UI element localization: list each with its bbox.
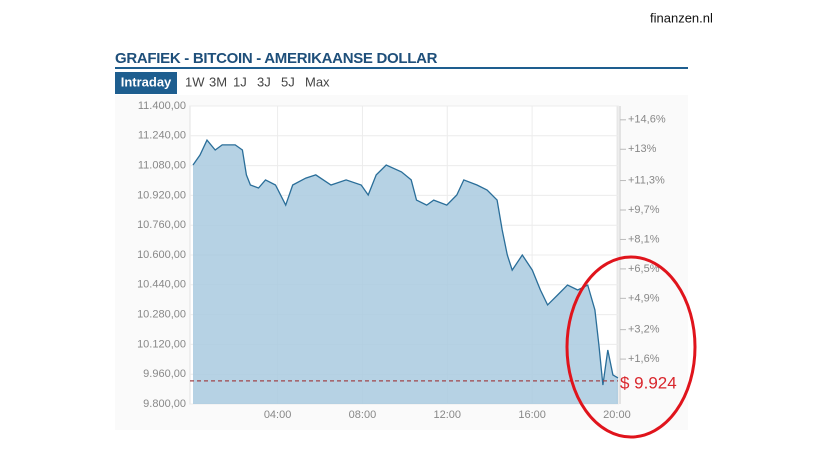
x-tick-label: 04:00: [264, 409, 292, 421]
y-tick-label: 9.960,00: [143, 368, 186, 380]
x-tick-label: 08:00: [349, 409, 377, 421]
y2-tick-label: +8,1%: [628, 233, 660, 245]
area-fill: [193, 140, 618, 404]
series-line: [192, 138, 619, 386]
chart-title: GRAFIEK - BITCOIN - AMERIKAANSE DOLLAR: [115, 50, 438, 67]
y-tick-label: 11.400,00: [138, 100, 186, 112]
tabs: Intraday 1W 3M 1J 3J 5J Max: [115, 72, 330, 94]
x-tick-label: 20:00: [603, 409, 631, 421]
tab[interactable]: Max: [305, 74, 330, 89]
y2-tick-label: +6,5%: [628, 263, 660, 275]
y-tick-label: 10.760,00: [137, 219, 186, 231]
x-tick-label: 12:00: [434, 409, 462, 421]
y2-tick-label: +11,3%: [628, 174, 665, 186]
y-tick-label: 10.120,00: [137, 338, 186, 350]
annotation-circle: [565, 255, 697, 439]
y-tick-label: 10.280,00: [137, 309, 186, 321]
y2-tick-label: +3,2%: [628, 324, 660, 336]
y-tick-label: 10.600,00: [137, 249, 186, 261]
x-tick-label: 16:00: [518, 409, 546, 421]
y-tick-label: 10.920,00: [137, 189, 186, 201]
tab[interactable]: Intraday: [121, 74, 172, 89]
y-tick-label: 11.240,00: [138, 130, 186, 142]
tab-active-bg: [115, 72, 177, 94]
tab[interactable]: 3J: [257, 74, 271, 89]
y-tick-label: 11.080,00: [138, 160, 186, 172]
tab[interactable]: 5J: [281, 74, 295, 89]
source: finanzen.nl: [650, 10, 713, 25]
y2-tick-label: +1,6%: [628, 353, 660, 365]
tab[interactable]: 3M: [209, 74, 227, 89]
y2-tick-label: +14,6%: [628, 114, 666, 126]
y2-tick-label: +9,7%: [628, 204, 660, 216]
y-tick-label: 9.800,00: [143, 398, 186, 410]
y2-tick-label: +4,9%: [628, 292, 660, 304]
tab[interactable]: 1J: [233, 74, 247, 89]
y-tick-label: 10.440,00: [137, 279, 186, 291]
title-rule: [115, 67, 688, 69]
reference-label: $ 9.924: [620, 373, 677, 392]
y2-tick-label: +13%: [628, 143, 657, 155]
tab[interactable]: 1W: [185, 74, 205, 89]
